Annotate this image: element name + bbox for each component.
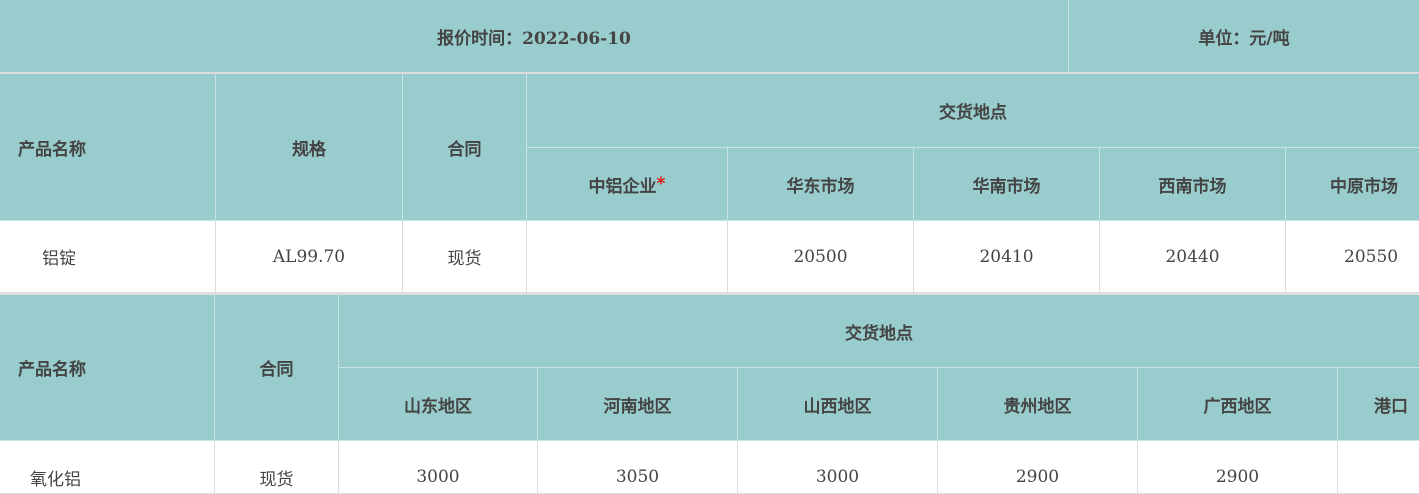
t1-loc-1: 华东市场 xyxy=(728,148,914,221)
t1-product: 铝锭 xyxy=(0,221,216,293)
t1-col-delivery: 交货地点 xyxy=(527,74,1419,148)
t2-price-1: 3050 xyxy=(538,441,738,494)
t2-product: 氧化铝 xyxy=(0,441,215,494)
t2-loc-1: 河南地区 xyxy=(538,368,738,441)
unit-label: 单位：元/吨 xyxy=(1069,0,1419,73)
t1-loc-3: 西南市场 xyxy=(1100,148,1286,221)
t2-price-3: 2900 xyxy=(938,441,1138,494)
location-label: 中铝企业 xyxy=(588,176,657,197)
t2-col-contract: 合同 xyxy=(215,295,339,441)
t2-contract: 现货 xyxy=(215,441,339,494)
t1-price-1: 20500 xyxy=(728,221,914,293)
t2-price-0: 3000 xyxy=(339,441,538,494)
t1-col-spec: 规格 xyxy=(216,74,403,221)
t2-loc-3: 贵州地区 xyxy=(938,368,1138,441)
t2-price-4: 2900 xyxy=(1138,441,1338,494)
t2-col-delivery: 交货地点 xyxy=(339,295,1419,368)
t2-loc-0: 山东地区 xyxy=(339,368,538,441)
t1-col-contract: 合同 xyxy=(403,74,527,221)
t2-loc-5: 港口 xyxy=(1338,368,1419,441)
quote-time: 报价时间：2022-06-10 xyxy=(0,0,1069,73)
t2-price-2: 3000 xyxy=(738,441,938,494)
t1-contract: 现货 xyxy=(403,221,527,293)
t1-loc-2: 华南市场 xyxy=(914,148,1100,221)
t1-loc-0: 中铝企业 * xyxy=(527,148,728,221)
t2-loc-2: 山西地区 xyxy=(738,368,938,441)
t1-col-product: 产品名称 xyxy=(0,74,216,221)
t1-spec: AL99.70 xyxy=(216,221,403,293)
t1-price-3: 20440 xyxy=(1100,221,1286,293)
t1-price-2: 20410 xyxy=(914,221,1100,293)
t2-col-product: 产品名称 xyxy=(0,295,215,441)
t2-loc-4: 广西地区 xyxy=(1138,368,1338,441)
t1-price-0 xyxy=(527,221,728,293)
t2-price-5 xyxy=(1338,441,1419,494)
required-mark: * xyxy=(656,174,666,194)
t1-price-4: 20550 xyxy=(1286,221,1419,293)
t1-loc-4: 中原市场 xyxy=(1286,148,1419,221)
